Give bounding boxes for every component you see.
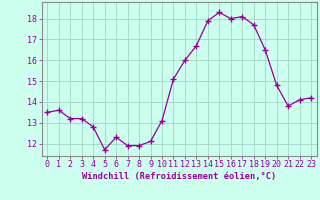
X-axis label: Windchill (Refroidissement éolien,°C): Windchill (Refroidissement éolien,°C) [82,172,276,181]
